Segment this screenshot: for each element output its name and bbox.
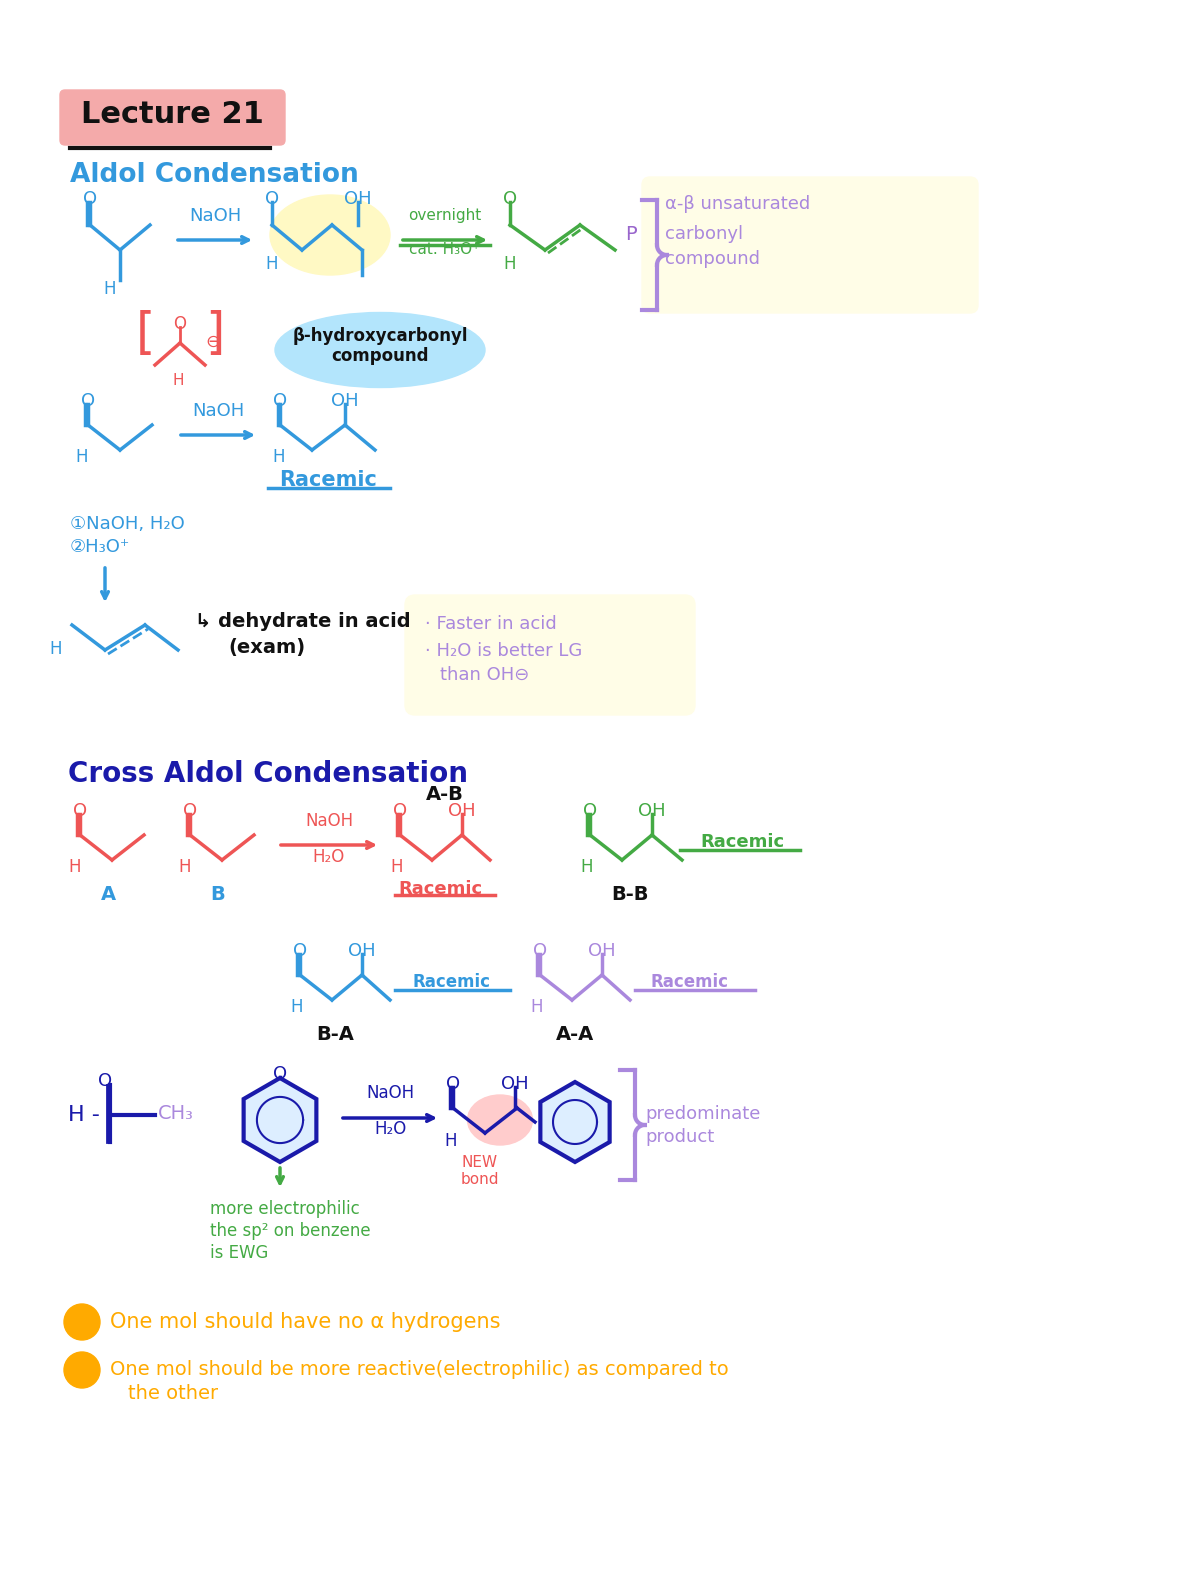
Text: O: O — [73, 802, 88, 820]
Text: is EWG: is EWG — [210, 1243, 269, 1262]
Text: Racemic: Racemic — [412, 973, 490, 991]
Text: Racemic: Racemic — [650, 973, 728, 991]
Text: more electrophilic: more electrophilic — [210, 1199, 360, 1218]
Text: O: O — [533, 942, 547, 959]
Text: O: O — [272, 1064, 287, 1083]
Text: overnight: overnight — [408, 207, 481, 223]
Text: NaOH: NaOH — [366, 1083, 414, 1102]
Text: O: O — [80, 392, 95, 410]
Text: O: O — [503, 190, 517, 207]
Text: Aldol Condensation: Aldol Condensation — [70, 162, 359, 188]
Text: H: H — [390, 857, 402, 876]
Text: NEW: NEW — [462, 1156, 498, 1170]
Text: compound: compound — [665, 250, 760, 268]
Text: OH: OH — [448, 802, 476, 820]
Text: H: H — [530, 999, 542, 1016]
Text: One mol should be more reactive(electrophilic) as compared to: One mol should be more reactive(electrop… — [110, 1360, 728, 1378]
Text: H: H — [103, 279, 116, 298]
Text: ↳ dehydrate in acid: ↳ dehydrate in acid — [194, 612, 410, 631]
Text: H: H — [290, 999, 302, 1016]
Text: OH: OH — [502, 1075, 529, 1093]
Text: Racemic: Racemic — [280, 469, 377, 490]
Text: OH: OH — [348, 942, 376, 959]
Polygon shape — [540, 1082, 610, 1162]
Text: Lecture 21: Lecture 21 — [80, 100, 264, 129]
Text: ②: ② — [72, 1360, 92, 1380]
Polygon shape — [244, 1079, 317, 1162]
Text: product: product — [646, 1127, 714, 1146]
Text: O: O — [392, 802, 407, 820]
Text: NaOH: NaOH — [192, 402, 244, 421]
Text: the sp² on benzene: the sp² on benzene — [210, 1221, 371, 1240]
Text: ①: ① — [72, 1313, 92, 1331]
Circle shape — [64, 1305, 100, 1341]
Text: O: O — [98, 1072, 112, 1090]
Text: Cross Aldol Condensation: Cross Aldol Condensation — [68, 760, 468, 788]
Text: A: A — [101, 885, 115, 904]
Text: O: O — [583, 802, 598, 820]
Text: predominate: predominate — [646, 1105, 761, 1123]
Text: H: H — [503, 254, 516, 273]
Text: H: H — [272, 447, 284, 466]
Text: bond: bond — [461, 1171, 499, 1187]
Text: ②H₃O⁺: ②H₃O⁺ — [70, 539, 131, 556]
Text: O: O — [265, 190, 280, 207]
Text: H: H — [178, 857, 191, 876]
Ellipse shape — [270, 195, 390, 275]
Text: O: O — [182, 802, 197, 820]
FancyBboxPatch shape — [60, 89, 286, 144]
Text: B-A: B-A — [316, 1025, 354, 1044]
Text: OH: OH — [331, 392, 359, 410]
Text: NaOH: NaOH — [188, 207, 241, 225]
Text: α-β unsaturated: α-β unsaturated — [665, 195, 810, 214]
Text: A-B: A-B — [426, 785, 464, 804]
Text: H: H — [49, 641, 62, 658]
Text: · H₂O is better LG: · H₂O is better LG — [425, 642, 582, 659]
Text: O: O — [446, 1075, 460, 1093]
Text: compound: compound — [331, 347, 428, 364]
Text: H₂O: H₂O — [313, 848, 346, 867]
Text: carbonyl: carbonyl — [665, 225, 743, 243]
Text: the other: the other — [128, 1385, 218, 1404]
Circle shape — [64, 1352, 100, 1388]
Text: CH₃: CH₃ — [158, 1104, 194, 1123]
Text: O: O — [174, 316, 186, 333]
Text: · Faster in acid: · Faster in acid — [425, 615, 557, 633]
Text: H: H — [265, 254, 277, 273]
Text: P: P — [625, 225, 637, 243]
Text: ]: ] — [205, 309, 224, 358]
Ellipse shape — [468, 1094, 533, 1145]
Text: A-A: A-A — [556, 1025, 594, 1044]
Text: cat. H₃O⁺: cat. H₃O⁺ — [409, 242, 480, 257]
Ellipse shape — [275, 312, 485, 388]
Text: Racemic: Racemic — [398, 881, 482, 898]
Text: H: H — [580, 857, 593, 876]
Text: OH: OH — [638, 802, 666, 820]
Text: NaOH: NaOH — [305, 812, 353, 831]
Text: O: O — [272, 392, 287, 410]
Text: than OH⊖: than OH⊖ — [440, 666, 529, 685]
Text: OH: OH — [588, 942, 616, 959]
FancyBboxPatch shape — [642, 177, 978, 312]
Text: H: H — [74, 447, 88, 466]
Text: H: H — [444, 1132, 456, 1149]
Text: (exam): (exam) — [228, 637, 305, 656]
Text: H: H — [68, 857, 80, 876]
Text: ⊖: ⊖ — [205, 333, 220, 352]
Text: OH: OH — [344, 190, 372, 207]
Text: ①NaOH, H₂O: ①NaOH, H₂O — [70, 515, 185, 532]
Text: Racemic: Racemic — [700, 834, 784, 851]
Text: B-B: B-B — [611, 885, 649, 904]
Text: H₂O: H₂O — [374, 1119, 406, 1138]
Text: B: B — [211, 885, 226, 904]
FancyBboxPatch shape — [406, 595, 695, 714]
Text: O: O — [293, 942, 307, 959]
Text: [: [ — [136, 309, 155, 358]
Text: H -: H - — [68, 1105, 100, 1126]
Text: O: O — [83, 190, 97, 207]
Text: β-hydroxycarbonyl: β-hydroxycarbonyl — [293, 327, 468, 345]
Text: One mol should have no α hydrogens: One mol should have no α hydrogens — [110, 1313, 500, 1331]
Text: H: H — [173, 374, 184, 388]
